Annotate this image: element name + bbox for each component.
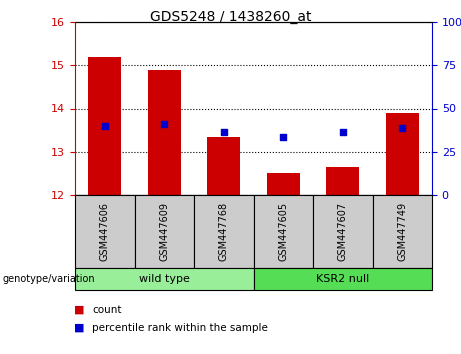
Point	[101, 123, 108, 129]
Bar	[135, 195, 194, 268]
Text: GSM447605: GSM447605	[278, 202, 288, 261]
Text: ■: ■	[74, 323, 84, 333]
Text: GSM447607: GSM447607	[338, 202, 348, 261]
Bar	[89, 57, 121, 195]
Text: GSM447609: GSM447609	[159, 202, 169, 261]
Text: ■: ■	[74, 305, 84, 315]
Point	[339, 130, 346, 135]
Point	[279, 134, 287, 139]
Text: wild type: wild type	[139, 274, 189, 284]
Bar	[194, 195, 254, 268]
Text: GSM447749: GSM447749	[397, 202, 407, 261]
Bar	[313, 195, 372, 268]
Bar	[372, 195, 432, 268]
Point	[220, 130, 227, 135]
Bar	[386, 113, 419, 195]
Text: percentile rank within the sample: percentile rank within the sample	[92, 323, 268, 333]
Bar	[207, 137, 240, 195]
Text: GSM447606: GSM447606	[100, 202, 110, 261]
Bar	[75, 195, 135, 268]
Bar	[267, 173, 300, 195]
Text: KSR2 null: KSR2 null	[316, 274, 369, 284]
Text: GDS5248 / 1438260_at: GDS5248 / 1438260_at	[150, 10, 311, 24]
Bar	[254, 195, 313, 268]
Bar	[326, 167, 359, 195]
Text: count: count	[92, 305, 122, 315]
Point	[160, 121, 168, 126]
Bar	[254, 268, 432, 290]
Point	[399, 125, 406, 131]
Text: genotype/variation: genotype/variation	[2, 274, 95, 284]
Bar	[75, 268, 254, 290]
Bar	[148, 70, 181, 195]
Text: GSM447768: GSM447768	[219, 202, 229, 261]
